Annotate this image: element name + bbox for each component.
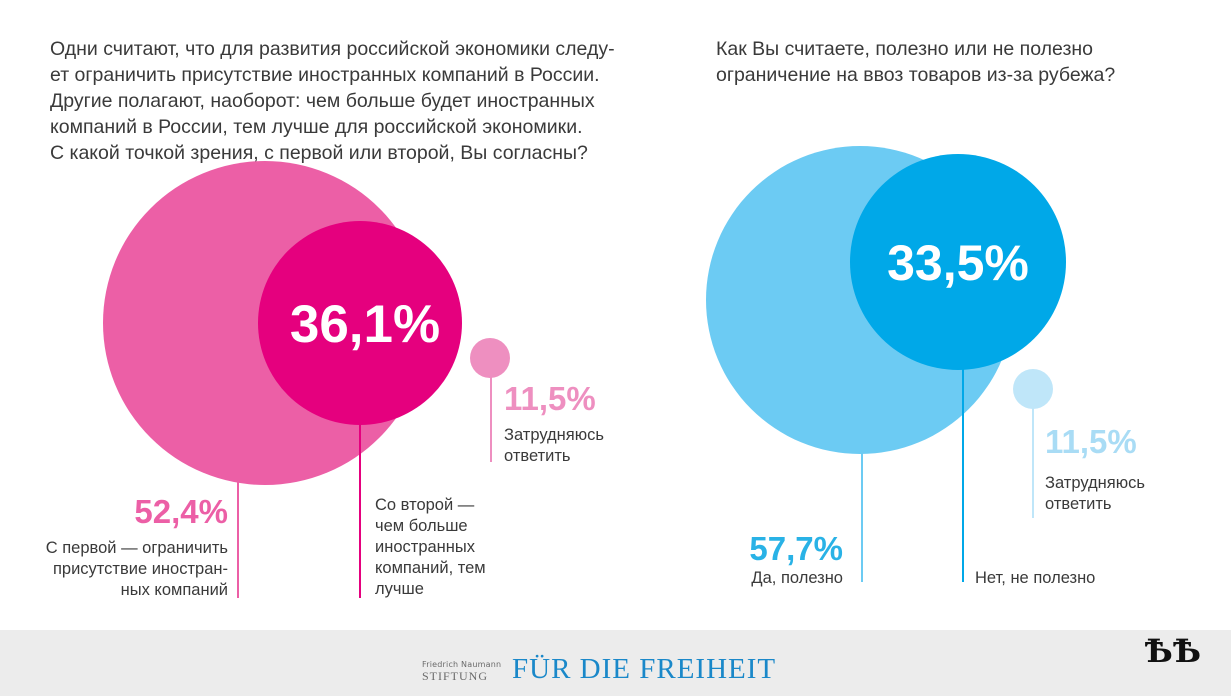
category-label-1-second: Со второй — чем больше иностранных компаний… bbox=[375, 496, 486, 598]
bubble-1-second bbox=[258, 221, 462, 425]
org-name-small: Friedrich Naumann bbox=[422, 660, 502, 669]
bubble-2-third bbox=[1013, 369, 1053, 409]
question-right: Как Вы считаете, полезно или не полезно … bbox=[716, 38, 1116, 86]
category-label-2-first: Да, полезно bbox=[751, 569, 843, 587]
value-label-2-second: 33,5% bbox=[887, 235, 1029, 291]
bubble-charts: 36,1% 52,4% С первой — ограничить присутств… bbox=[46, 146, 1145, 599]
bubble-1-third bbox=[470, 338, 510, 378]
value-label-1-third: 11,5% bbox=[504, 380, 596, 417]
value-label-2-first: 57,7% bbox=[749, 530, 843, 567]
category-label-2-third: Затрудняюсь ответить bbox=[1045, 474, 1145, 513]
category-label-1-third: Затрудняюсь ответить bbox=[504, 426, 604, 465]
category-label-2-second: Нет, не полезно bbox=[975, 569, 1095, 587]
value-label-2-third: 11,5% bbox=[1045, 423, 1137, 460]
bubble-2-second bbox=[850, 154, 1066, 370]
footer-bar: Friedrich Naumann STIFTUNG FÜR DIE FREIH… bbox=[0, 630, 1231, 696]
corner-logo: ѢѢ bbox=[1144, 632, 1201, 670]
brand-logo-text: FÜR DIE FREIHEIT bbox=[512, 653, 777, 685]
value-label-1-first: 52,4% bbox=[134, 493, 228, 530]
org-name-big: STIFTUNG bbox=[422, 669, 489, 683]
value-label-1-second: 36,1% bbox=[290, 295, 440, 354]
question-left: Одни считают, что для развития российско… bbox=[50, 38, 615, 164]
category-label-1-first: С первой — ограничить присутствие иностра… bbox=[46, 539, 228, 599]
